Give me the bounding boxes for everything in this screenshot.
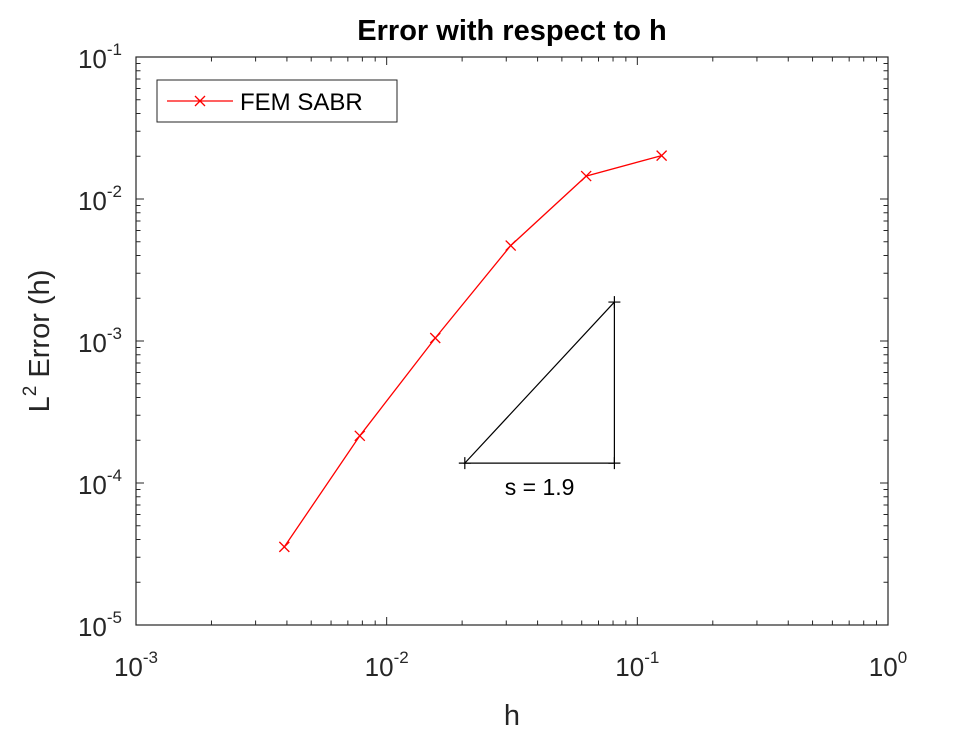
y-axis-label-rest: Error (h) [24,270,56,386]
y-tick-exponent: -2 [107,182,122,201]
y-axis-label-main: L [24,396,56,412]
x-tick-base: 10 [114,652,143,682]
data-point [656,150,668,162]
series-line [283,154,662,548]
data-point [505,240,517,252]
y-axis-label: L2 Error (h) [20,270,56,413]
x-tick-label: 10-1 [615,648,659,682]
plot-frame [135,56,889,626]
data-series [278,150,668,553]
y-tick-label: 10-2 [78,182,122,216]
y-tick-exponent: -4 [107,466,122,485]
x-tick-exponent: 0 [898,648,907,667]
y-tick-label: 10-5 [78,608,122,642]
chart-title: Error with respect to h [357,15,666,47]
tick-marks [135,57,888,626]
y-tick-exponent: -5 [107,608,122,627]
y-tick-base: 10 [78,328,107,358]
y-tick-base: 10 [78,612,107,642]
x-tick-label: 100 [869,648,907,682]
y-tick-label: 10-1 [78,40,122,74]
data-point [580,170,592,182]
plot-area [136,57,888,625]
slope-triangle-vertex [608,296,621,309]
y-tick-exponent: -3 [107,324,122,343]
slope-label: s = 1.9 [505,474,575,500]
x-tick-exponent: -2 [394,648,409,667]
y-tick-base: 10 [78,470,107,500]
x-axis-label: h [504,700,520,732]
x-tick-base: 10 [869,652,898,682]
slope-triangle-shape [463,300,615,464]
legend-label: FEM SABR [240,89,363,116]
legend: FEM SABR [156,79,398,123]
x-tick-label: 10-3 [114,648,158,682]
slope-triangle: s = 1.9 [458,296,621,500]
x-tick-base: 10 [615,652,644,682]
legend-marker [194,95,206,107]
data-point [354,430,366,442]
data-point [429,332,441,344]
x-tick-label: 10-2 [365,648,409,682]
x-tick-exponent: -3 [143,648,158,667]
x-tick-base: 10 [365,652,394,682]
y-tick-base: 10 [78,186,107,216]
slope-triangle-vertex [608,457,621,470]
x-tick-exponent: -1 [644,648,659,667]
y-tick-base: 10 [78,44,107,74]
data-point [278,541,290,553]
y-tick-labels: 10-510-410-310-210-1 [78,40,122,642]
y-tick-label: 10-4 [78,466,122,500]
y-tick-exponent: -1 [107,40,122,59]
x-tick-labels: 10-3 10-2 10-1 100 [114,648,907,682]
y-axis-label-sup: 2 [20,386,41,397]
slope-triangle-vertex [458,457,471,470]
y-tick-label: 10-3 [78,324,122,358]
